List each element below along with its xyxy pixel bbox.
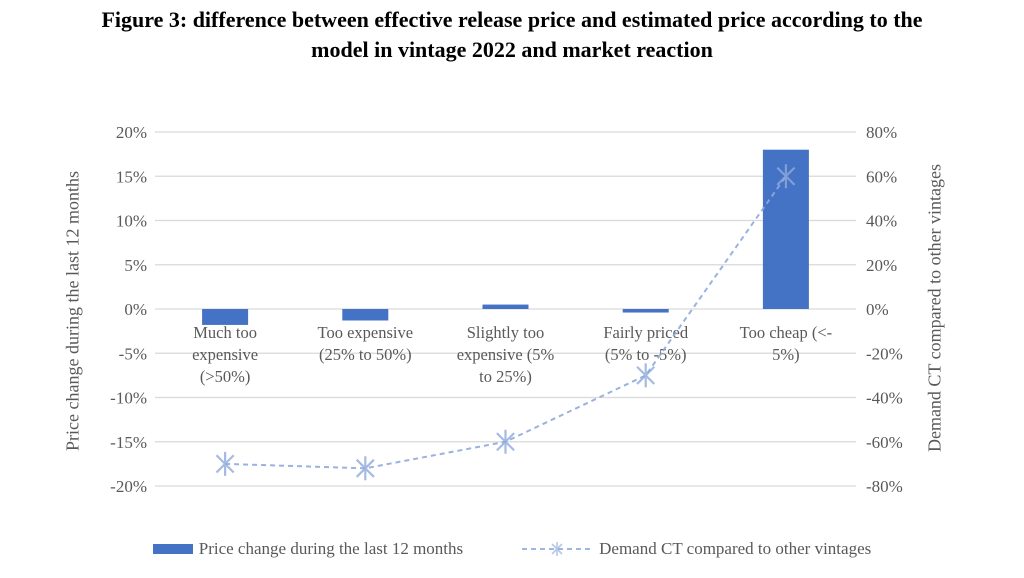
left-axis-tick: -10%	[110, 389, 147, 408]
left-axis-tick: 0%	[124, 300, 147, 319]
legend-item-demand: Demand CT compared to other vintages	[521, 539, 871, 559]
category-label: Much too expensive (>50%)	[192, 323, 258, 386]
bar-price-change	[202, 309, 249, 325]
figure-title-line1: Figure 3: difference between effective r…	[101, 7, 923, 32]
line-marker-asterisk	[496, 429, 515, 454]
bar-price-change	[342, 309, 389, 321]
right-axis-tick: 60%	[866, 167, 897, 186]
category-label: Too expensive (25% to 50%)	[318, 323, 414, 364]
left-axis-tick: 5%	[124, 256, 147, 275]
legend-label-price-change: Price change during the last 12 months	[198, 539, 464, 558]
left-axis-tick: -5%	[119, 344, 147, 363]
left-axis-tick: 20%	[116, 123, 147, 142]
category-label: Fairly priced (5% to -5%)	[603, 323, 689, 364]
right-axis-tick: -20%	[866, 344, 903, 363]
bar-series-swatch-icon	[152, 544, 193, 554]
right-axis-tick: -80%	[866, 477, 903, 496]
figure-title: Figure 3: difference between effective r…	[0, 5, 1024, 65]
line-marker-asterisk	[355, 456, 375, 481]
line-marker-asterisk	[215, 451, 235, 476]
left-axis-tick: -15%	[110, 433, 147, 452]
chart-plot-area: 20% 15% 10% 5% 0% -5% -10% -15% -20% 80% 60% 40% 20%…	[110, 123, 903, 496]
figure-title-line2: model in vintage 2022 and market reactio…	[311, 37, 713, 62]
right-axis-tick: -40%	[866, 389, 903, 408]
line-series-swatch-icon	[521, 539, 594, 559]
line-marker-asterisk	[776, 164, 796, 189]
legend-label-demand: Demand CT compared to other vintages	[599, 539, 872, 558]
left-axis-tick: 15%	[116, 167, 147, 186]
legend-item-price-change: Price change during the last 12 months	[152, 539, 464, 559]
right-axis-tick: 80%	[866, 123, 897, 142]
right-axis-tick: 0%	[866, 300, 889, 319]
category-label: Too cheap (<-5%)	[740, 323, 832, 364]
left-axis-tick: -20%	[110, 477, 147, 496]
chart-legend: Price change during the last 12 months D…	[0, 539, 1024, 559]
bar-price-change	[482, 304, 529, 309]
left-axis-tick: 10%	[116, 212, 147, 231]
line-marker-asterisk	[636, 363, 656, 388]
bar-price-change	[622, 309, 669, 313]
category-label: Slightly too expensive (5% to 25%)	[457, 323, 555, 386]
right-axis-tick: -60%	[866, 433, 903, 452]
right-axis-tick: 20%	[866, 256, 897, 275]
right-axis-tick: 40%	[866, 212, 897, 231]
